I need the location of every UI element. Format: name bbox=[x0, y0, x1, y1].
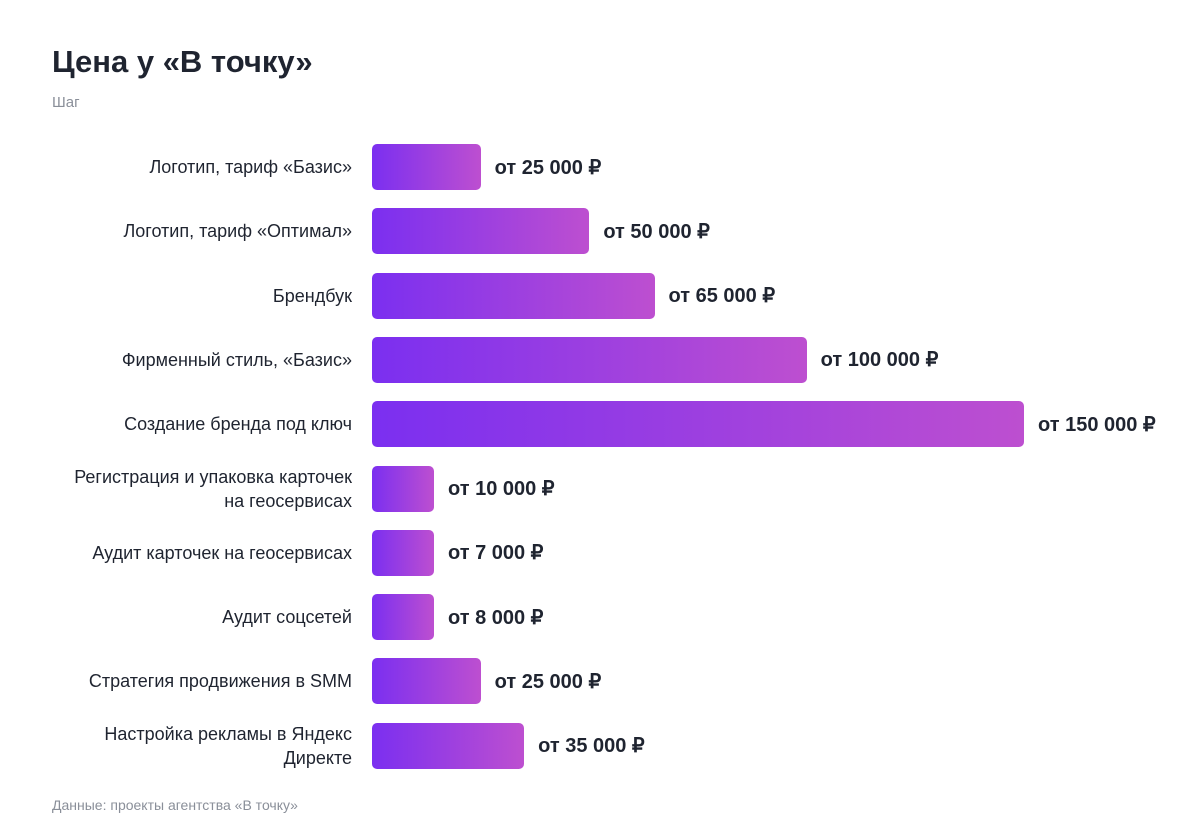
category-label: Логотип, тариф «Оптимал» bbox=[123, 221, 352, 242]
chart-subtitle: Шаг bbox=[52, 94, 80, 111]
bar bbox=[372, 272, 655, 319]
bar bbox=[372, 594, 434, 641]
value-label: от 8 000 ₽ bbox=[448, 606, 544, 629]
bar bbox=[372, 465, 434, 512]
bar bbox=[372, 208, 590, 255]
bar bbox=[372, 336, 807, 383]
category-label: Аудит карточек на геосервисах bbox=[92, 542, 352, 563]
value-label: от 150 000 ₽ bbox=[1038, 413, 1156, 436]
bar bbox=[372, 722, 525, 769]
category-label: Настройка рекламы в Яндекс Директе bbox=[104, 723, 352, 768]
value-label: от 100 000 ₽ bbox=[820, 349, 939, 372]
category-label: Создание бренда под ключ bbox=[124, 414, 352, 435]
chart-source-note: Данные: проекты агентства «В точку» bbox=[52, 797, 298, 813]
value-label: от 35 000 ₽ bbox=[538, 735, 645, 758]
category-label: Стратегия продвижения в SMM bbox=[88, 671, 352, 692]
category-label: Логотип, тариф «Базис» bbox=[149, 157, 352, 177]
value-label: от 50 000 ₽ bbox=[603, 220, 710, 243]
bar bbox=[372, 401, 1024, 448]
value-label: от 10 000 ₽ bbox=[448, 478, 555, 500]
value-label: от 25 000 ₽ bbox=[494, 156, 602, 179]
category-label: Брендбук bbox=[272, 285, 352, 306]
value-label: от 65 000 ₽ bbox=[668, 285, 776, 308]
value-label: от 7 000 ₽ bbox=[448, 542, 544, 565]
category-label: Фирменный стиль, «Базис» bbox=[121, 349, 352, 370]
bar bbox=[372, 658, 481, 705]
value-label: от 25 000 ₽ bbox=[494, 670, 602, 693]
category-label: Регистрация и упаковка карточек на геосе… bbox=[74, 466, 352, 511]
chart-title: Цена у «В точку» bbox=[52, 44, 313, 79]
bar bbox=[372, 144, 481, 190]
category-label: Аудит соцсетей bbox=[222, 607, 352, 628]
bar bbox=[372, 529, 434, 576]
